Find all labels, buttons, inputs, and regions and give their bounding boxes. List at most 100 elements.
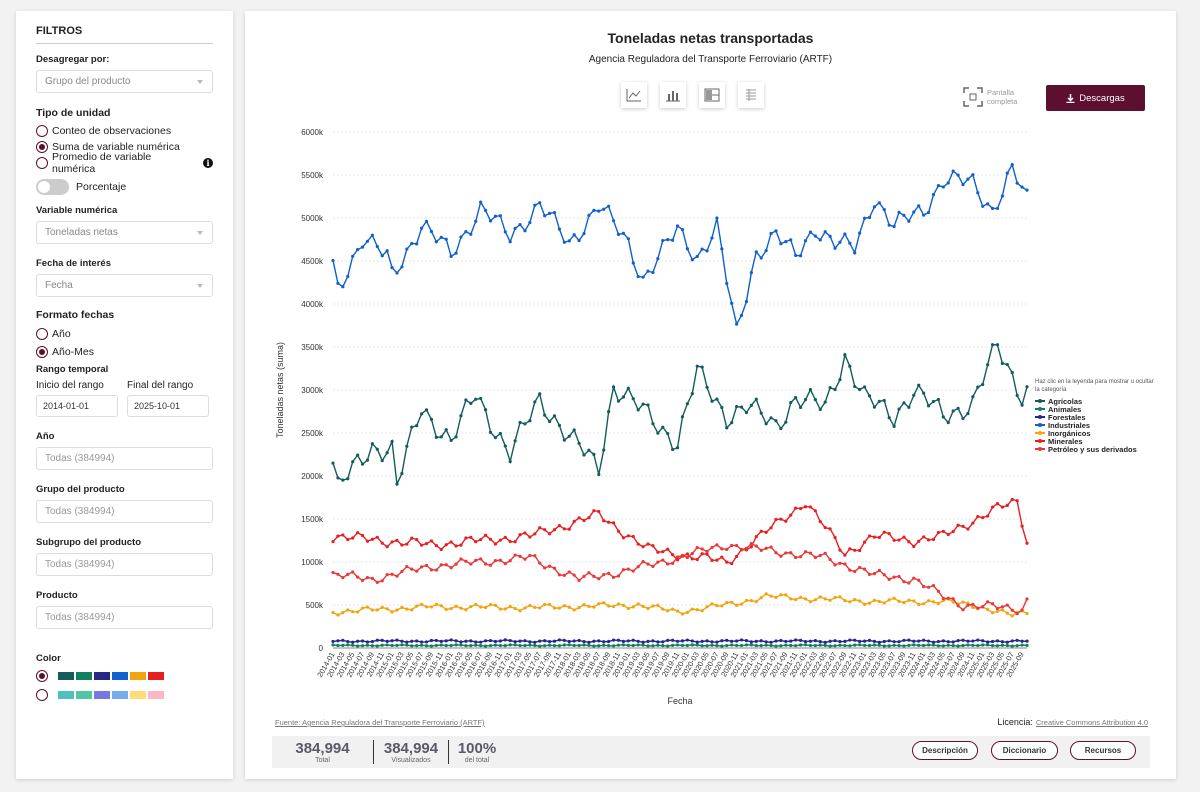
treemap-button[interactable] — [699, 82, 725, 108]
percentage-toggle-row[interactable]: Porcentaje — [36, 179, 213, 195]
data-point — [961, 600, 965, 604]
legend-item[interactable]: Forestales — [1035, 413, 1155, 422]
radio-selected-icon[interactable] — [36, 345, 48, 358]
data-point — [976, 638, 980, 642]
data-point — [794, 253, 798, 258]
data-point — [626, 237, 630, 241]
radio-icon[interactable] — [36, 327, 48, 340]
date-format-option-year[interactable]: Año — [36, 327, 213, 340]
data-point — [572, 233, 576, 237]
legend-item[interactable]: Minerales — [1035, 437, 1155, 446]
table-icon — [746, 89, 756, 101]
data-point — [986, 640, 990, 644]
data-point — [951, 530, 955, 534]
radio-icon[interactable] — [36, 124, 48, 137]
date-of-interest-select[interactable]: Fecha — [36, 274, 213, 297]
data-point — [557, 523, 562, 528]
legend-item[interactable]: Inorgánicos — [1035, 429, 1155, 438]
line-chart-button[interactable] — [621, 82, 647, 108]
data-point — [710, 399, 714, 403]
data-point — [454, 643, 458, 647]
data-point — [424, 408, 429, 412]
source-link[interactable]: Fuente: Agencia Reguladora del Transport… — [275, 718, 485, 727]
date-format-option-year-month[interactable]: Año-Mes — [36, 345, 213, 358]
data-point — [720, 247, 724, 251]
data-point — [469, 535, 473, 539]
data-point — [867, 394, 872, 398]
data-point — [858, 387, 862, 392]
data-point — [400, 569, 404, 574]
unit-type-option-sum[interactable]: Suma de variable numérica — [36, 140, 213, 153]
data-point — [759, 411, 763, 415]
data-point — [434, 435, 438, 439]
range-start-input[interactable]: 2014-01-01 — [36, 395, 118, 417]
product-subgroup-input[interactable]: Todas (384994) — [36, 553, 213, 576]
data-point — [567, 643, 571, 647]
data-point — [336, 534, 340, 538]
data-point — [346, 537, 350, 542]
unit-type-option-count[interactable]: Conteo de observaciones — [36, 124, 213, 137]
radio-selected-icon[interactable] — [36, 670, 48, 682]
product-group-input[interactable]: Todas (384994) — [36, 500, 213, 523]
data-point — [415, 604, 419, 608]
data-point — [995, 639, 1000, 643]
license-link[interactable]: Creative Commons Attribution 4.0 — [1035, 718, 1148, 727]
data-point — [680, 553, 685, 558]
data-point — [867, 638, 872, 642]
data-point — [981, 382, 985, 387]
unit-type-option-average[interactable]: Promedio de variable numérica i — [36, 151, 213, 175]
data-point — [454, 562, 458, 566]
legend-item[interactable]: Agrícolas — [1035, 397, 1155, 406]
data-point — [424, 640, 429, 644]
license-label: Licencia: — [997, 717, 1033, 727]
resources-button[interactable]: Recursos — [1070, 741, 1136, 760]
data-point — [966, 639, 970, 643]
radio-icon[interactable] — [36, 689, 48, 701]
legend-marker — [1035, 430, 1045, 435]
data-point — [695, 608, 699, 612]
range-end-input[interactable]: 2025-10-01 — [127, 395, 209, 417]
data-point — [715, 543, 719, 547]
data-point — [439, 235, 443, 239]
data-point — [449, 540, 453, 544]
data-point — [459, 414, 463, 418]
radio-icon[interactable] — [36, 156, 48, 169]
dictionary-button[interactable]: Diccionario — [991, 741, 1058, 760]
product-input[interactable]: Todas (384994) — [36, 606, 213, 629]
data-point — [616, 638, 621, 642]
data-point — [774, 551, 778, 555]
data-point — [419, 226, 424, 230]
data-point — [759, 548, 763, 553]
data-point — [592, 452, 596, 456]
data-point — [961, 524, 965, 528]
numeric-variable-select[interactable]: Toneladas netas — [36, 221, 213, 244]
data-point — [764, 546, 768, 551]
data-point — [351, 254, 355, 258]
table-view-button[interactable] — [738, 82, 764, 108]
disaggregate-select[interactable]: Grupo del producto — [36, 70, 213, 93]
data-point — [833, 644, 837, 648]
color-option-a[interactable] — [36, 669, 213, 683]
legend-item[interactable]: Petróleo y sus derivados — [1035, 445, 1155, 454]
data-point — [843, 639, 847, 644]
description-button[interactable]: Descripción — [912, 741, 978, 760]
info-icon[interactable]: i — [203, 157, 213, 168]
data-point — [1025, 611, 1029, 616]
data-point — [360, 578, 365, 583]
data-point — [656, 550, 660, 554]
fullscreen-button[interactable]: Pantalla completa — [963, 87, 1017, 107]
percentage-toggle[interactable] — [36, 179, 69, 195]
bar-chart-button[interactable] — [660, 82, 686, 108]
year-input[interactable]: Todas (384994) — [36, 447, 213, 470]
data-point — [636, 565, 640, 569]
legend-item[interactable]: Animales — [1035, 405, 1155, 414]
download-icon — [1066, 93, 1075, 103]
legend-item[interactable]: Industriales — [1035, 421, 1155, 430]
data-point — [715, 397, 719, 401]
data-point — [336, 572, 340, 576]
y-tick-label: 4500k — [301, 257, 324, 266]
radio-selected-icon[interactable] — [36, 140, 48, 153]
data-point — [602, 448, 606, 452]
download-button[interactable]: Descargas — [1046, 85, 1145, 111]
color-option-b[interactable] — [36, 688, 213, 702]
